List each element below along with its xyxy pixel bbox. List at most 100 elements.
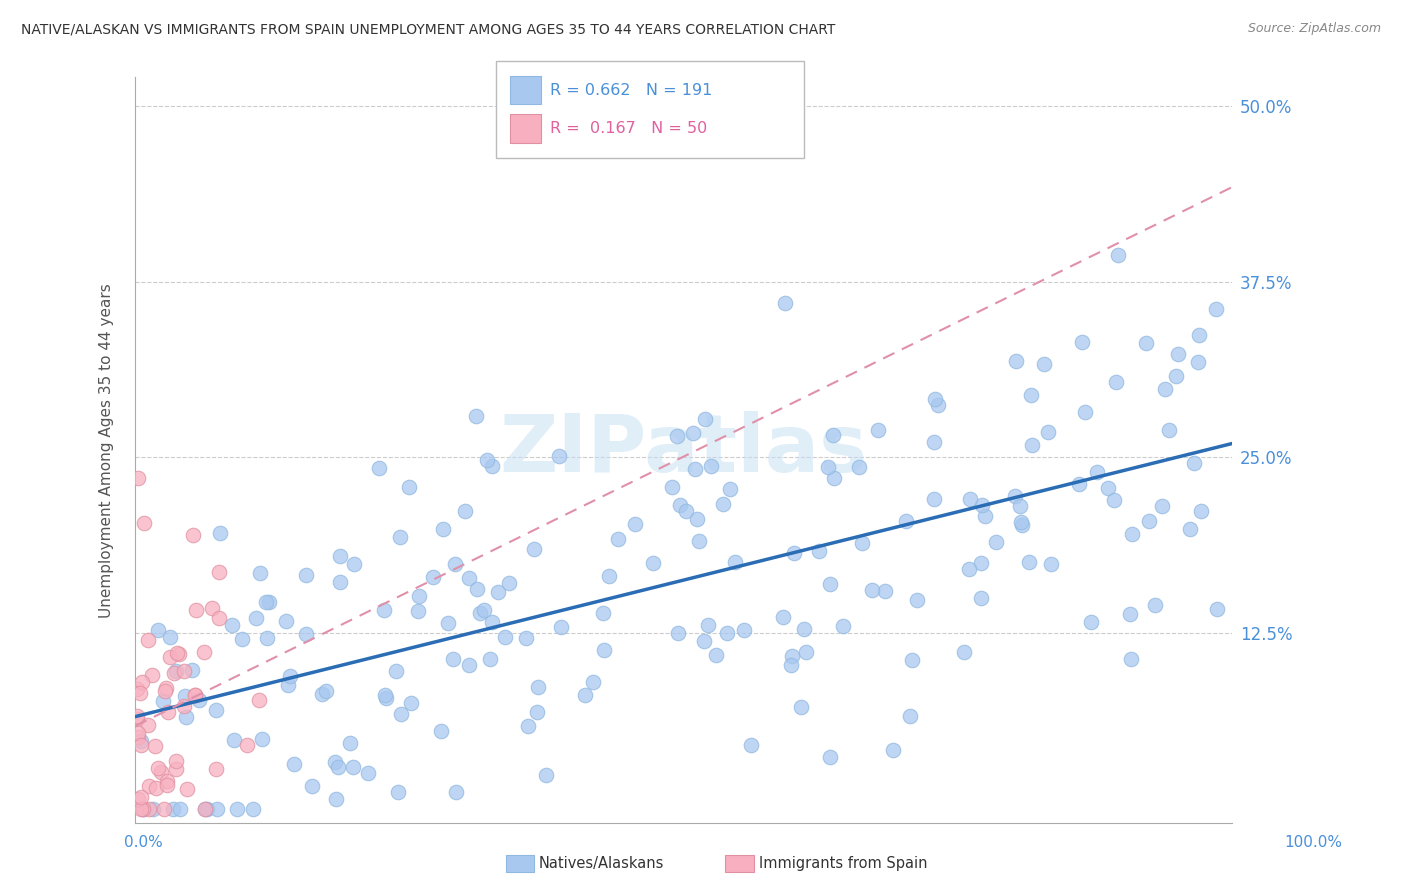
Point (159, 630, 181, 644)
Point (141, 667, 163, 681)
Point (517, 719, 540, 733)
Point (184, 688, 207, 702)
Point (688, 534, 710, 549)
Point (194, 802, 217, 816)
Point (132, 516, 155, 531)
Point (436, 616, 458, 631)
Point (183, 688, 205, 702)
Point (156, 778, 179, 792)
Point (159, 650, 181, 665)
Point (173, 690, 195, 704)
Point (398, 480, 420, 494)
Point (984, 534, 1007, 549)
Point (254, 595, 277, 609)
Point (245, 611, 267, 625)
Point (132, 802, 155, 816)
Point (165, 665, 187, 679)
Point (716, 626, 738, 640)
Point (325, 791, 347, 805)
Point (301, 779, 323, 793)
Point (969, 591, 991, 605)
Point (697, 617, 720, 632)
Point (821, 428, 844, 442)
Point (129, 738, 152, 752)
Point (387, 785, 409, 799)
Point (783, 545, 806, 559)
Y-axis label: Unemployment Among Ages 35 to 44 years: Unemployment Among Ages 35 to 44 years (100, 283, 114, 618)
Point (315, 683, 337, 698)
Point (187, 693, 209, 707)
Point (1102, 493, 1125, 508)
Point (675, 504, 697, 518)
Text: ZIPatlas: ZIPatlas (499, 411, 868, 490)
Point (295, 627, 318, 641)
Point (127, 708, 149, 723)
Point (1152, 499, 1174, 513)
Point (389, 530, 412, 544)
Point (283, 757, 305, 772)
Point (127, 471, 149, 485)
Point (132, 802, 155, 816)
Point (481, 615, 503, 629)
Point (1182, 456, 1205, 470)
Point (142, 802, 165, 816)
Point (277, 678, 299, 692)
Point (831, 619, 853, 633)
Point (1097, 481, 1119, 495)
Point (1085, 465, 1108, 479)
Point (152, 693, 174, 707)
Point (195, 802, 218, 816)
Point (1167, 347, 1189, 361)
Point (465, 409, 488, 423)
Point (138, 779, 160, 793)
Point (180, 663, 202, 677)
Point (441, 652, 464, 666)
Point (1187, 355, 1209, 369)
Point (249, 693, 271, 707)
Point (1080, 615, 1102, 629)
Point (1135, 336, 1157, 351)
Point (1067, 477, 1090, 491)
Point (593, 643, 616, 657)
Point (329, 549, 352, 563)
Point (204, 762, 226, 776)
Point (1121, 526, 1143, 541)
Point (342, 760, 364, 774)
Text: Natives/Alaskans: Natives/Alaskans (538, 856, 664, 871)
Point (127, 712, 149, 726)
Text: Source: ZipAtlas.com: Source: ZipAtlas.com (1247, 22, 1381, 36)
Point (526, 705, 548, 719)
Point (208, 566, 231, 580)
Point (682, 426, 704, 441)
Point (131, 789, 153, 804)
Point (723, 555, 745, 569)
Point (478, 651, 501, 665)
Point (498, 575, 520, 590)
Point (699, 459, 721, 474)
Point (790, 699, 813, 714)
Point (661, 480, 683, 494)
Text: 100.0%: 100.0% (1285, 836, 1343, 850)
Point (278, 669, 301, 683)
Point (373, 602, 395, 616)
Point (149, 764, 172, 779)
Point (443, 558, 465, 572)
Point (166, 646, 188, 660)
Point (574, 689, 596, 703)
Point (1074, 405, 1097, 419)
Text: R =  0.167   N = 50: R = 0.167 N = 50 (550, 121, 707, 136)
Point (534, 768, 557, 782)
Point (127, 731, 149, 745)
Point (1070, 335, 1092, 350)
Point (457, 570, 479, 584)
Point (329, 574, 352, 589)
Point (669, 498, 692, 512)
Point (780, 648, 803, 663)
Text: R = 0.662   N = 191: R = 0.662 N = 191 (550, 83, 711, 97)
Point (208, 525, 231, 540)
Point (959, 491, 981, 506)
Point (208, 611, 231, 625)
Point (527, 680, 550, 694)
Point (343, 557, 366, 571)
Point (1157, 423, 1180, 437)
